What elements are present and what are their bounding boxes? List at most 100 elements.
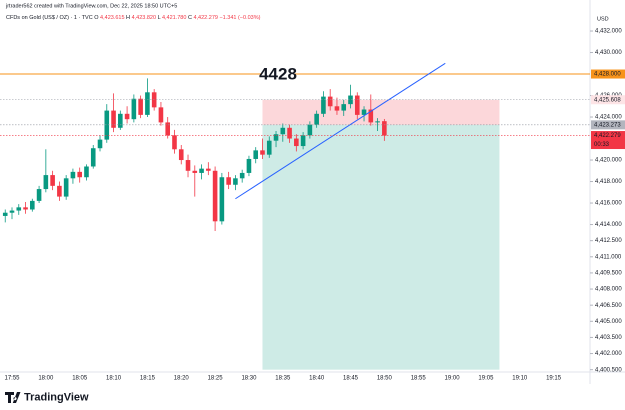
footer-logo: TradingView xyxy=(5,391,89,403)
target-zone xyxy=(262,124,500,370)
legend-key: H xyxy=(126,15,130,21)
candle-body xyxy=(307,124,313,136)
axis-price-box xyxy=(591,69,625,79)
candle-body xyxy=(321,96,326,114)
candle-body xyxy=(239,172,245,179)
candle-body xyxy=(97,139,103,149)
candle-body xyxy=(178,149,184,161)
x-tick-label: 18:50 xyxy=(377,376,393,382)
candle-body xyxy=(158,107,164,123)
x-tick-label: 18:30 xyxy=(241,376,257,382)
y-tick-label: 4,411.000 xyxy=(595,254,622,260)
legend-value: 4,423.615 xyxy=(100,15,124,21)
candle-body xyxy=(206,168,211,171)
y-tick-label: 4,400.500 xyxy=(595,367,622,373)
candle-body xyxy=(185,160,191,171)
y-tick-label: 4,409.500 xyxy=(595,270,622,276)
axis-price-box xyxy=(591,120,625,130)
y-tick-label: 4,418.000 xyxy=(595,179,622,185)
candle-body xyxy=(104,110,110,140)
candle-body xyxy=(131,98,137,120)
x-tick-label: 19:10 xyxy=(512,376,528,382)
candle-body xyxy=(327,96,333,107)
stop-zone xyxy=(262,99,500,125)
candle-body xyxy=(2,212,8,216)
candle-body xyxy=(77,171,82,178)
candle-body xyxy=(300,135,306,147)
y-tick-label: 4,424.000 xyxy=(595,115,622,121)
candle-body xyxy=(30,200,35,210)
legend-symbol: CFDs on Gold (US$ / OZ) · 1 · TVC xyxy=(6,15,93,21)
candle-body xyxy=(246,158,252,173)
candle-body xyxy=(199,168,204,173)
candle-body xyxy=(124,113,130,120)
candle-body xyxy=(36,189,42,201)
candle-body xyxy=(253,150,259,159)
x-tick-label: 18:00 xyxy=(38,376,54,382)
y-tick-label: 4,403.500 xyxy=(595,335,622,341)
currency: USD xyxy=(597,16,609,22)
axis-price-label: 4,422.279 xyxy=(594,133,621,139)
axis-price-box xyxy=(591,95,625,105)
y-tick-label: 4,412.500 xyxy=(595,238,622,244)
axis-price-label: 4,423.273 xyxy=(594,122,621,128)
candle-body xyxy=(43,175,49,190)
y-tick-label: 4,430.000 xyxy=(595,50,622,56)
candle-body xyxy=(280,127,286,135)
y-tick-label: 4,432.000 xyxy=(595,29,622,35)
legend-key: O xyxy=(94,15,99,21)
trend-line xyxy=(235,62,446,200)
candle-body xyxy=(165,122,171,136)
candle-body xyxy=(233,178,238,185)
candle-body xyxy=(382,121,387,136)
x-tick-label: 18:35 xyxy=(275,376,291,382)
legend-value: 4,422.279 xyxy=(193,15,217,21)
legend-key: L xyxy=(158,15,161,21)
legend-key: C xyxy=(188,15,192,21)
candle-body xyxy=(111,110,116,128)
candle-body xyxy=(9,210,15,213)
candle-body xyxy=(348,95,353,105)
candle-body xyxy=(294,138,299,147)
candle-body xyxy=(23,207,28,210)
candle-body xyxy=(260,150,265,155)
y-tick-label: 4,408.000 xyxy=(595,287,622,293)
candle-body xyxy=(16,207,22,211)
candle-body xyxy=(212,170,218,222)
y-tick-label: 4,405.000 xyxy=(595,319,622,325)
x-tick-label: 19:05 xyxy=(478,376,494,382)
y-tick-label: 4,402.000 xyxy=(595,351,622,357)
x-tick-label: 18:05 xyxy=(72,376,88,382)
legend: CFDs on Gold (US$ / OZ) · 1 · TVC O 4,42… xyxy=(6,15,261,21)
candle-body xyxy=(273,134,279,141)
candle-body xyxy=(192,170,198,173)
brand: TradingView xyxy=(24,391,89,403)
logo-icon xyxy=(5,392,21,403)
legend-change: −1.341 (−0.03%) xyxy=(219,15,260,21)
legend-value: 4,423.820 xyxy=(132,15,156,21)
candle-body xyxy=(172,135,177,150)
x-tick-label: 18:15 xyxy=(140,376,156,382)
x-tick-label: 19:00 xyxy=(445,376,461,382)
countdown: 00:33 xyxy=(594,142,610,148)
x-tick-label: 18:55 xyxy=(411,376,427,382)
hline-label-bg xyxy=(262,65,294,84)
candle-body xyxy=(84,166,89,178)
x-tick-label: 17:55 xyxy=(4,376,20,382)
candle-body xyxy=(50,175,55,186)
x-tick-label: 18:25 xyxy=(208,376,224,382)
candle-body xyxy=(226,177,231,185)
candle-body xyxy=(70,171,76,179)
x-tick-label: 18:45 xyxy=(343,376,359,382)
candle-body xyxy=(361,109,367,115)
candle-body xyxy=(334,106,340,111)
y-tick-label: 4,416.000 xyxy=(595,201,622,207)
axis-price-label: 4,428.000 xyxy=(594,72,621,78)
candle-body xyxy=(354,95,360,115)
x-tick-label: 18:20 xyxy=(174,376,190,382)
candle-body xyxy=(341,104,347,111)
candle-body xyxy=(118,113,123,128)
candle-body xyxy=(287,127,292,139)
